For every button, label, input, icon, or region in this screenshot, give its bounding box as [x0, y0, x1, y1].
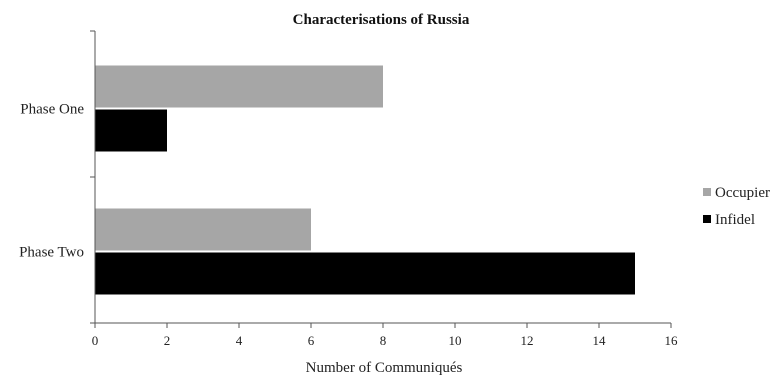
category-label: Phase One: [20, 102, 84, 118]
bar-phase-two-infidel: [95, 252, 635, 295]
legend-label-occupier: Occupier: [715, 185, 770, 201]
x-tick-label: 16: [665, 333, 679, 348]
bar-phase-one-infidel: [95, 109, 167, 152]
bars-layer: [95, 65, 635, 295]
bar-phase-one-occupier: [95, 65, 383, 108]
category-labels-layer: Phase One Phase Two: [19, 102, 84, 261]
x-tick-label: 0: [92, 333, 99, 348]
legend-label-infidel: Infidel: [715, 212, 755, 228]
category-label: Phase Two: [19, 245, 84, 261]
x-tick-label: 2: [164, 333, 171, 348]
x-tick-label: 10: [449, 333, 462, 348]
chart-title: Characterisations of Russia: [293, 12, 470, 28]
bar-phase-two-occupier: [95, 208, 311, 251]
x-ticks-layer: 0 2 4 6 8 10 12 14 16: [92, 323, 678, 348]
x-tick-label: 14: [593, 333, 607, 348]
x-tick-label: 4: [236, 333, 243, 348]
x-axis-label: Number of Communiqués: [306, 360, 463, 376]
legend: Occupier Infidel: [703, 185, 770, 228]
x-tick-label: 12: [521, 333, 534, 348]
x-tick-label: 6: [308, 333, 315, 348]
legend-swatch-occupier: [703, 188, 711, 196]
legend-swatch-infidel: [703, 215, 711, 223]
x-tick-label: 8: [380, 333, 387, 348]
